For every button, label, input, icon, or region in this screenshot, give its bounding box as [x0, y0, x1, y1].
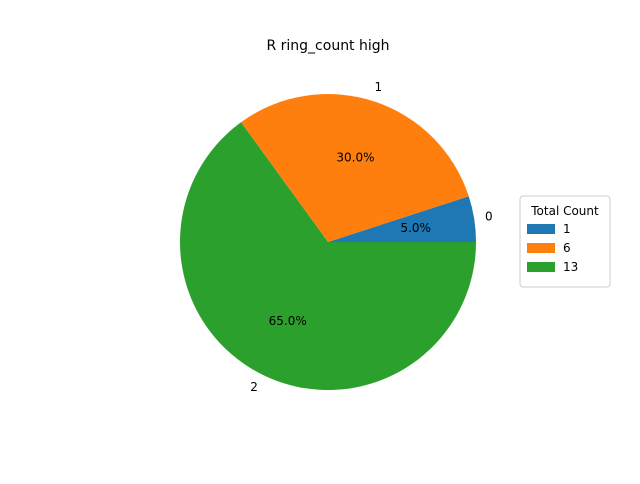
legend-swatch-6	[527, 243, 555, 253]
percent-label-1: 30.0%	[336, 151, 374, 165]
legend-label-6: 6	[563, 241, 571, 255]
percent-label-0: 5.0%	[400, 221, 431, 235]
legend-title: Total Count	[530, 204, 599, 218]
pie-slices	[180, 94, 477, 391]
slice-label-1: 1	[374, 80, 382, 94]
slice-label-2: 2	[250, 380, 258, 394]
slice-labels: 0 1 2	[250, 80, 492, 394]
legend-label-1: 1	[563, 222, 571, 236]
slice-label-0: 0	[485, 210, 493, 224]
chart-title: R ring_count high	[266, 38, 389, 54]
pie-slice-1	[241, 94, 469, 242]
legend-label-13: 13	[563, 260, 578, 274]
legend-swatch-1	[527, 224, 555, 234]
legend-swatch-13	[527, 262, 555, 272]
pie-slice-0	[328, 196, 476, 242]
percent-label-2: 65.0%	[269, 314, 307, 328]
percent-labels: 5.0% 30.0% 65.0%	[269, 151, 431, 329]
pie-slice-2	[180, 122, 477, 391]
